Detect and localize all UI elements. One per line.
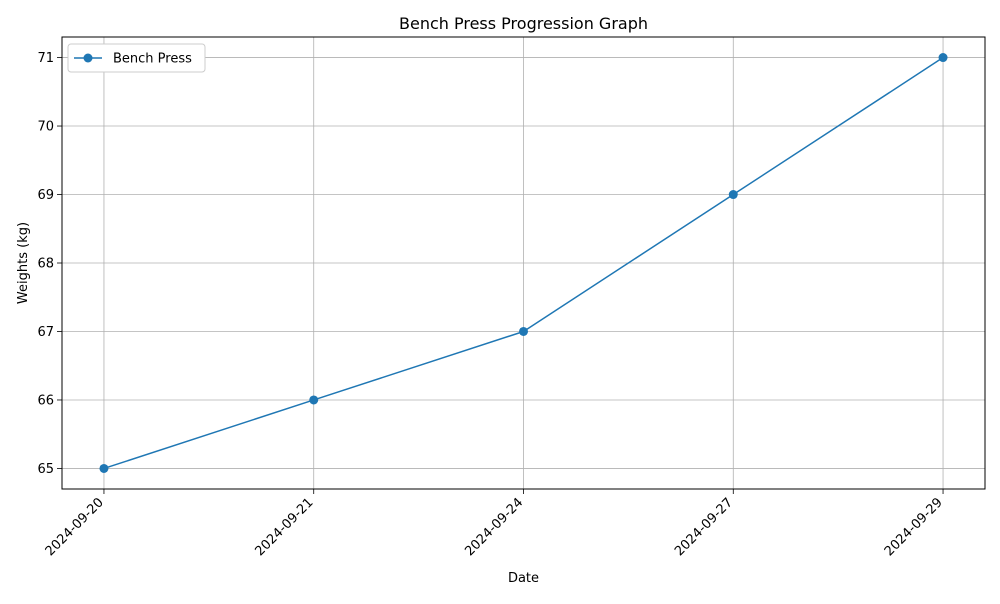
- series-layer: [99, 53, 948, 473]
- data-point: [309, 395, 319, 405]
- y-tick-label: 66: [37, 393, 54, 408]
- legend-marker-sample: [83, 53, 93, 63]
- data-point: [728, 190, 738, 200]
- y-tick-label: 65: [37, 462, 54, 477]
- y-tick-label: 67: [37, 325, 54, 340]
- y-tick-label: 69: [37, 188, 54, 203]
- x-axis-label: Date: [508, 571, 539, 586]
- y-tick-label: 71: [37, 51, 54, 66]
- y-tick-label: 70: [37, 120, 54, 135]
- grid: [62, 37, 985, 489]
- legend: Bench Press: [67, 43, 206, 73]
- y-axis-label: Weights (kg): [16, 222, 31, 304]
- chart-title: Bench Press Progression Graph: [399, 14, 648, 33]
- data-point: [519, 326, 528, 336]
- y-axis-ticks: 65 66 67 68 69 70 71: [37, 51, 62, 477]
- legend-entry-label: Bench Press: [113, 52, 192, 67]
- legend-box: [67, 43, 206, 73]
- data-point: [99, 463, 109, 473]
- y-tick-label: 68: [37, 257, 54, 272]
- data-point: [938, 53, 948, 63]
